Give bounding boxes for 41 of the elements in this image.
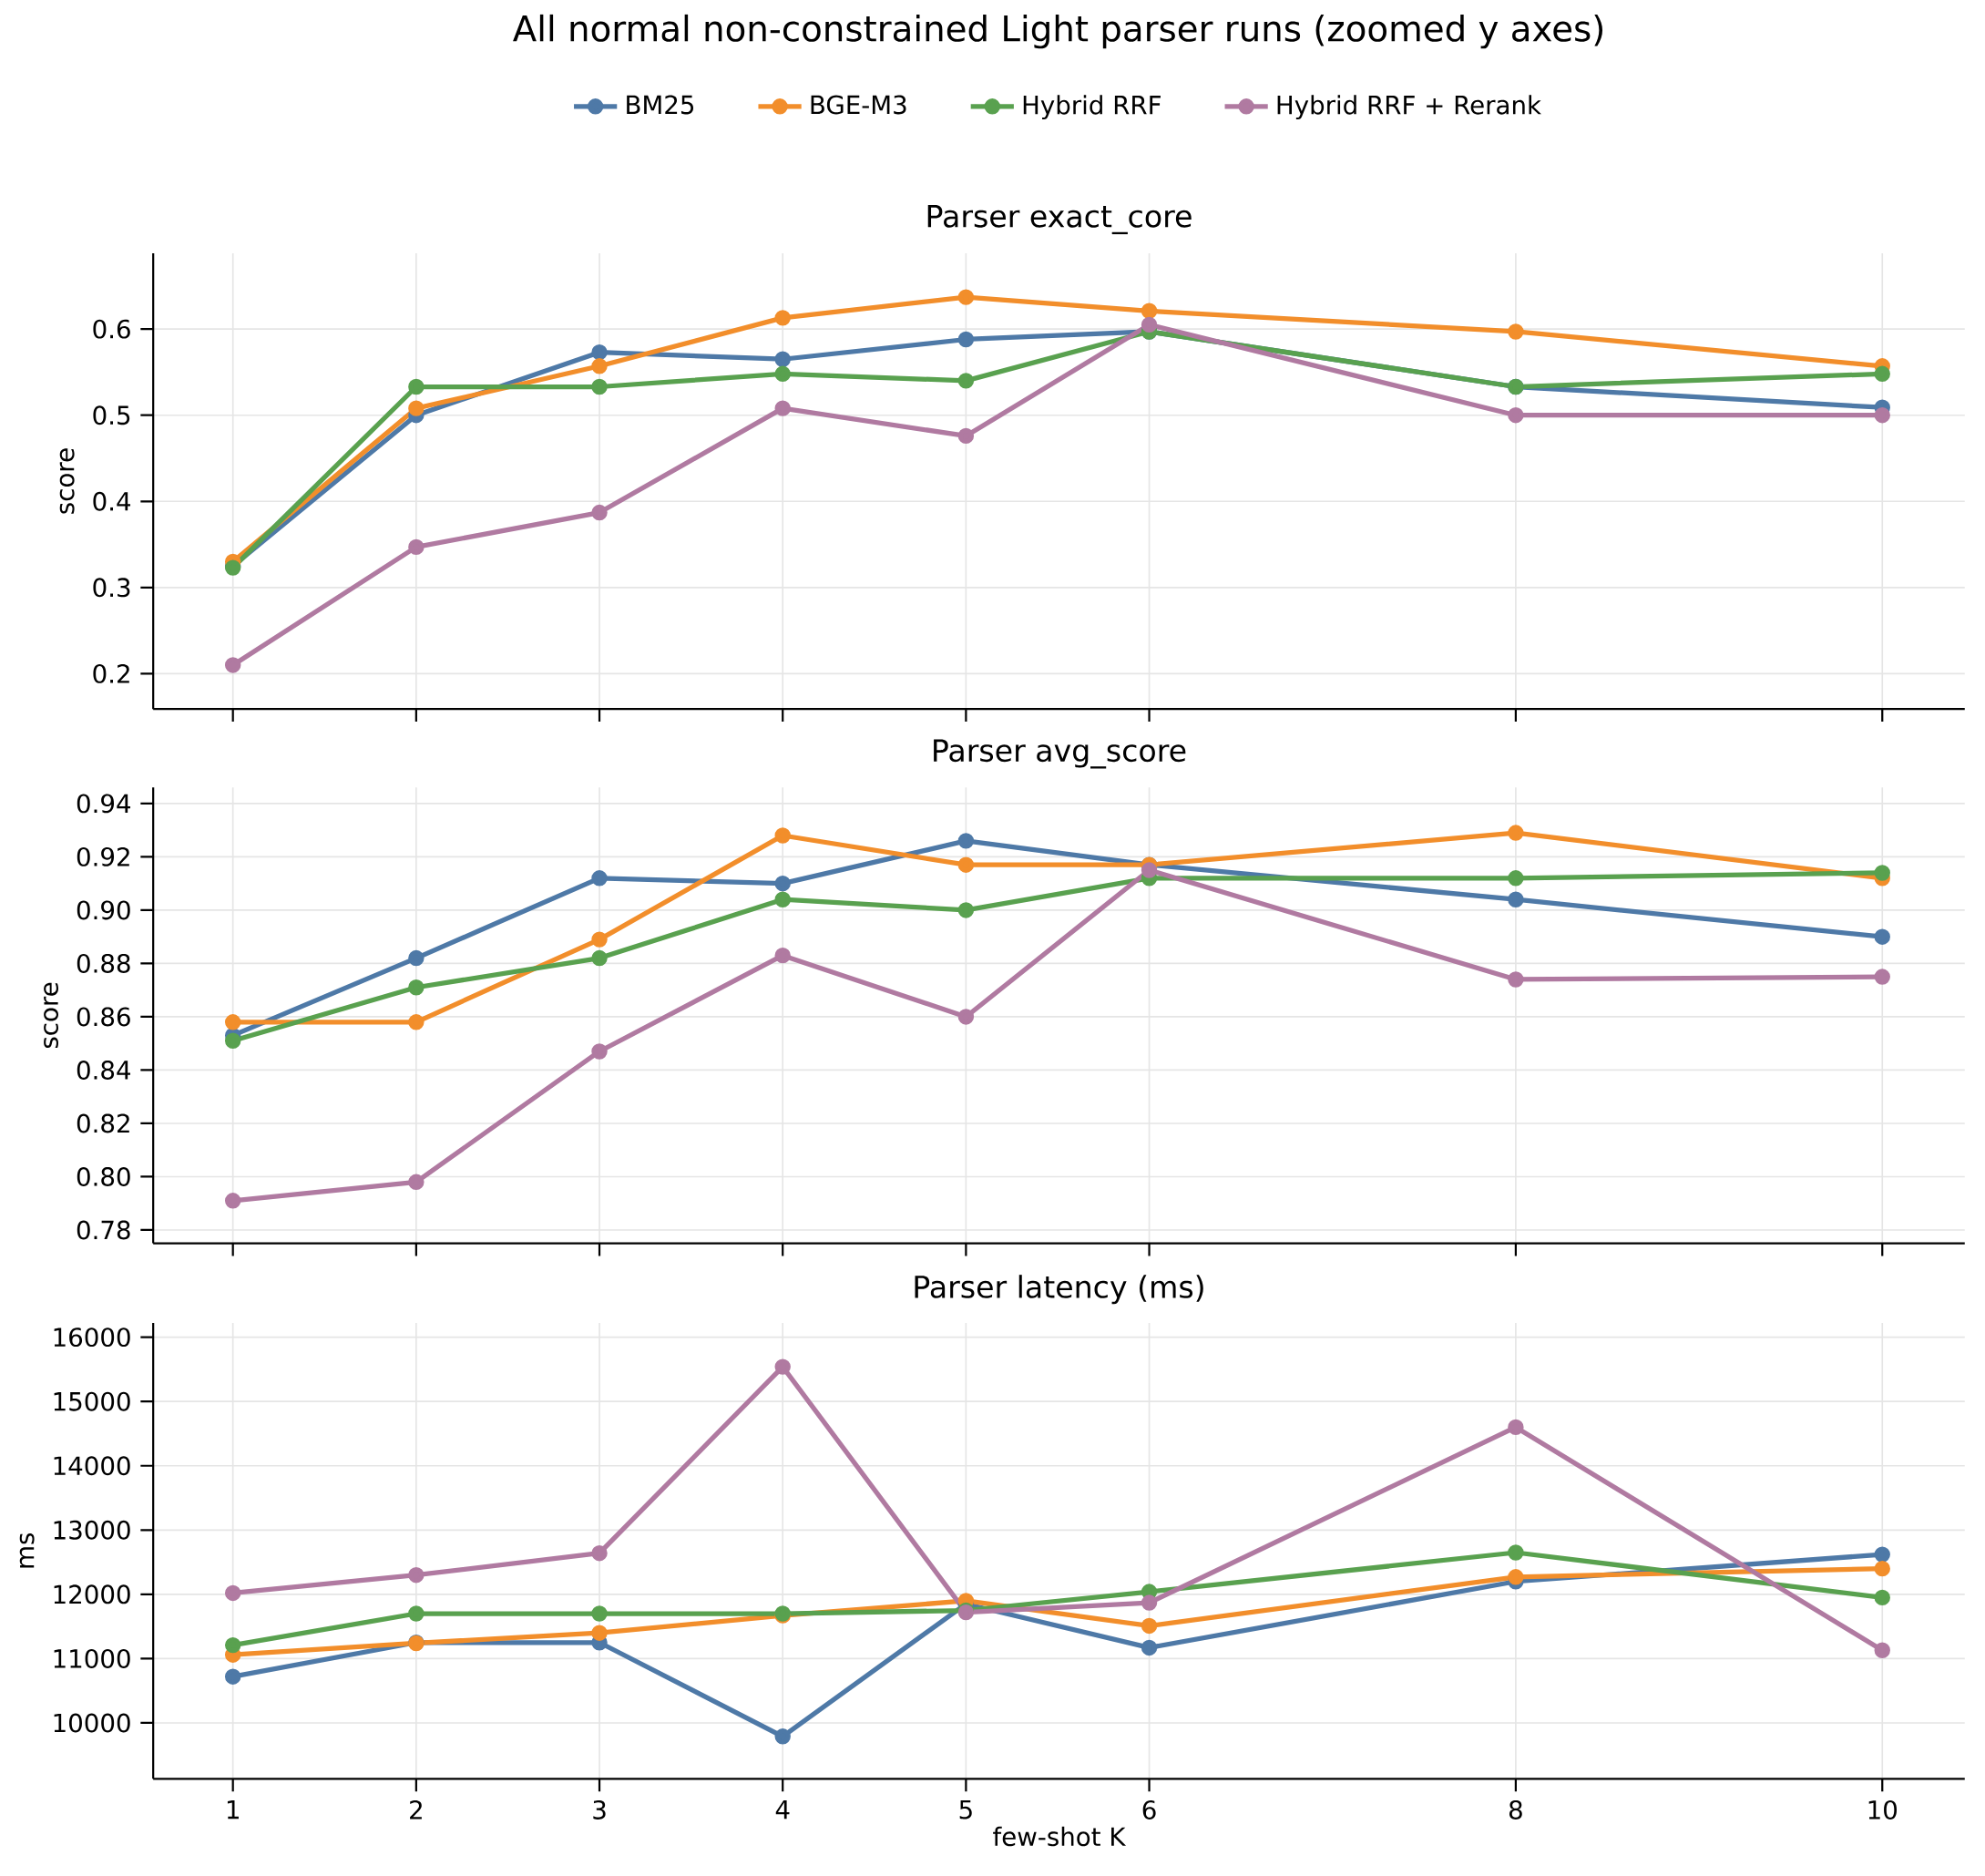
y-tick-label: 0.3	[93, 578, 130, 598]
y-tick-label: 0.88	[77, 953, 130, 973]
y-axis-title: ms	[19, 1533, 35, 1568]
x-tick-label: 3	[593, 1799, 606, 1820]
y-tick-label: 16000	[54, 1327, 130, 1347]
y-tick-label: 0.90	[77, 900, 130, 920]
y-tick-label: 12000	[54, 1584, 130, 1604]
y-tick-label: 0.86	[77, 1007, 130, 1027]
y-axis-title: score	[44, 982, 58, 1048]
y-tick-label: 13000	[54, 1520, 130, 1540]
chart-title: Parser latency (ms)	[915, 1274, 1203, 1305]
legend-label: BM25	[627, 95, 694, 115]
x-tick-label: 1	[227, 1799, 239, 1819]
x-tick-label: 2	[410, 1799, 422, 1820]
x-tick-label: 4	[775, 1799, 790, 1819]
y-tick-label: 11000	[54, 1648, 130, 1668]
y-tick-label: 0.2	[93, 663, 129, 683]
y-tick-label: 15000	[54, 1391, 130, 1411]
legend-label: BGE-M3	[811, 95, 906, 115]
y-tick-label: 0.94	[77, 794, 131, 814]
y-tick-label: 10000	[54, 1713, 130, 1733]
legend-label: Hybrid RRF + Rerank	[1277, 95, 1541, 119]
y-tick-label: 0.5	[93, 405, 130, 425]
y-tick-label: 0.78	[77, 1220, 130, 1240]
chart-title: Parser exact_core	[927, 204, 1192, 234]
y-tick-label: 0.6	[93, 319, 130, 339]
legend-label: Hybrid RRF	[1023, 95, 1161, 119]
x-tick-label: 10	[1868, 1799, 1898, 1820]
chart-title: Parser avg_score	[934, 739, 1186, 769]
y-tick-label: 14000	[54, 1456, 130, 1476]
x-tick-label: 6	[1142, 1799, 1156, 1820]
y-tick-label: 0.92	[77, 846, 129, 866]
y-axis-title: score	[59, 448, 75, 514]
y-tick-label: 0.4	[93, 491, 131, 511]
y-tick-label: 0.82	[77, 1113, 129, 1133]
text: All normal non-constrained Light parser runs (zoomed y axes)	[513, 14, 1603, 49]
x-tick-label: 5	[959, 1799, 972, 1820]
y-tick-label: 0.80	[77, 1166, 130, 1186]
x-tick-label: 8	[1509, 1799, 1522, 1820]
x-axis-title: few-shot K	[993, 1826, 1127, 1847]
y-tick-label: 0.84	[77, 1060, 131, 1080]
